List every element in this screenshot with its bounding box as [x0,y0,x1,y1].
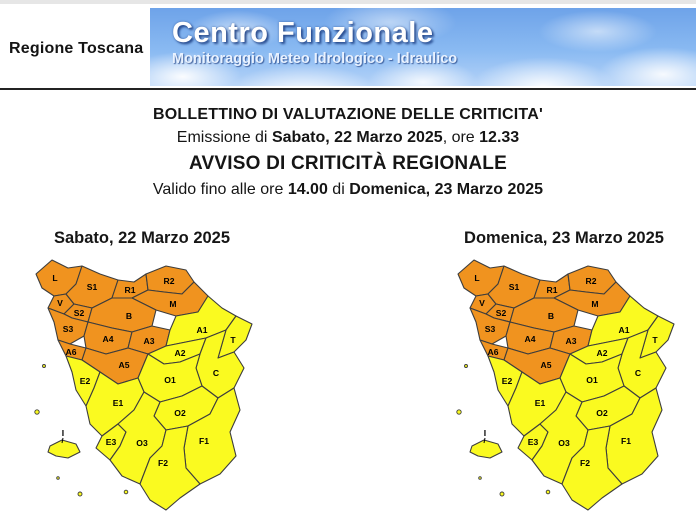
zone-label-A5: A5 [119,360,130,370]
small-island [34,409,40,415]
island-label-tick [483,437,486,444]
zone-label-S1: S1 [509,282,520,292]
small-island [42,364,46,368]
zone-label-I: I [62,428,64,438]
banner-subtitle: Monitoraggio Meteo Idrologico - Idraulic… [172,51,458,68]
org-name: Regione Toscana [9,40,144,57]
zone-label-T: T [652,335,658,345]
zone-label-E2: E2 [80,376,91,386]
zone-label-O1: O1 [164,375,176,385]
zone-label-R1: R1 [125,285,136,295]
zone-label-A2: A2 [597,348,608,358]
small-island [545,489,551,495]
header-divider [0,88,696,90]
emission-time: 12.33 [479,129,520,146]
zone-label-E2: E2 [502,376,513,386]
validity-time: 14.00 [287,181,328,198]
zone-label-C: C [213,368,219,378]
sky-banner: Centro Funzionale Monitoraggio Meteo Idr… [150,8,696,86]
zone-label-B: B [548,311,554,321]
validity-date: Domenica, 23 Marzo 2025 [349,181,544,198]
validity-prefix: Valido fino alle ore [152,181,288,198]
small-island [56,476,60,480]
zone-label-B: B [126,311,132,321]
zone-label-F2: F2 [158,458,168,468]
validity-line: Valido fino alle ore 14.00 di Domenica, … [0,181,696,199]
emission-date: Sabato, 22 Marzo 2025 [271,129,443,146]
zone-label-O3: O3 [558,438,570,448]
zone-label-S2: S2 [496,308,507,318]
zone-label-V: V [479,298,485,308]
small-island [456,409,462,415]
zone-label-A2: A2 [175,348,186,358]
banner-title: Centro Funzionale [172,17,434,49]
zone-label-T: T [230,335,236,345]
small-island [478,476,482,480]
map-title-sunday: Domenica, 23 Marzo 2025 [464,229,664,247]
zone-label-F1: F1 [621,436,631,446]
zone-label-A4: A4 [525,334,536,344]
zone-label-A5: A5 [541,360,552,370]
zone-label-S3: S3 [485,324,496,334]
zone-label-A4: A4 [103,334,114,344]
zone-I [47,439,81,459]
zone-label-E3: E3 [528,437,539,447]
small-island [77,491,83,497]
zone-label-O2: O2 [174,408,186,418]
zone-label-A1: A1 [197,325,208,335]
notice-title: AVVISO DI CRITICITÀ REGIONALE [189,153,507,174]
zone-label-E1: E1 [535,398,546,408]
zone-label-O3: O3 [136,438,148,448]
zone-label-E1: E1 [113,398,124,408]
zone-label-A6: A6 [66,347,77,357]
zone-label-I: I [484,428,486,438]
map-saturday: Sabato, 22 Marzo 2025 L V S1 R1 R2 M S2 B S3 A4 A3… [22,229,262,514]
zone-label-L: L [52,273,57,283]
zone-label-S3: S3 [63,324,74,334]
zone-F2 [139,425,201,511]
zone-label-O2: O2 [596,408,608,418]
small-island [123,489,129,495]
top-divider [0,0,696,4]
zone-label-S2: S2 [74,308,85,318]
bulletin-text: BOLLETTINO DI VALUTAZIONE DELLE CRITICIT… [0,106,696,199]
zone-label-A1: A1 [619,325,630,335]
zone-I [469,439,503,459]
zone-label-L: L [474,273,479,283]
zone-F2 [561,425,623,511]
zone-F1 [183,387,241,485]
island-label-tick [61,437,64,444]
zone-label-O1: O1 [586,375,598,385]
small-island [464,364,468,368]
zone-label-S1: S1 [87,282,98,292]
emission-line: Emissione di Sabato, 22 Marzo 2025, ore … [0,129,696,147]
zone-label-R2: R2 [164,276,175,286]
zone-label-R2: R2 [586,276,597,286]
zone-F1 [605,387,663,485]
zone-label-V: V [57,298,63,308]
bulletin-title: BOLLETTINO DI VALUTAZIONE DELLE CRITICIT… [153,106,543,123]
zone-label-A6: A6 [488,347,499,357]
zone-label-A3: A3 [566,336,577,346]
emission-mid: , ore [442,129,480,146]
validity-mid: di [327,181,350,198]
small-island [499,491,505,497]
tuscany-alert-map-sunday: L V S1 R1 R2 M S2 B S3 A4 A3 A1 T A2 C A6 A5 O1 E2 E1 O2 E3 O3… [456,259,675,511]
tuscany-alert-map-saturday: L V S1 R1 R2 M S2 B S3 A4 A3 A1 T A2 C A6 A5 O1 E2 E1 O2 E3 O3… [34,259,253,511]
map-sunday: Domenica, 23 Marzo 2025 L V S1 R1 R2 M S2 B S3 A4… [444,229,684,514]
emission-prefix: Emissione di [176,129,272,146]
zone-label-C: C [635,368,641,378]
zone-label-A3: A3 [144,336,155,346]
zone-label-F2: F2 [580,458,590,468]
zone-label-M: M [169,299,176,309]
zone-label-E3: E3 [106,437,117,447]
zone-label-F1: F1 [199,436,209,446]
zone-label-M: M [591,299,598,309]
map-title-saturday: Sabato, 22 Marzo 2025 [53,229,231,247]
zone-label-R1: R1 [547,285,558,295]
